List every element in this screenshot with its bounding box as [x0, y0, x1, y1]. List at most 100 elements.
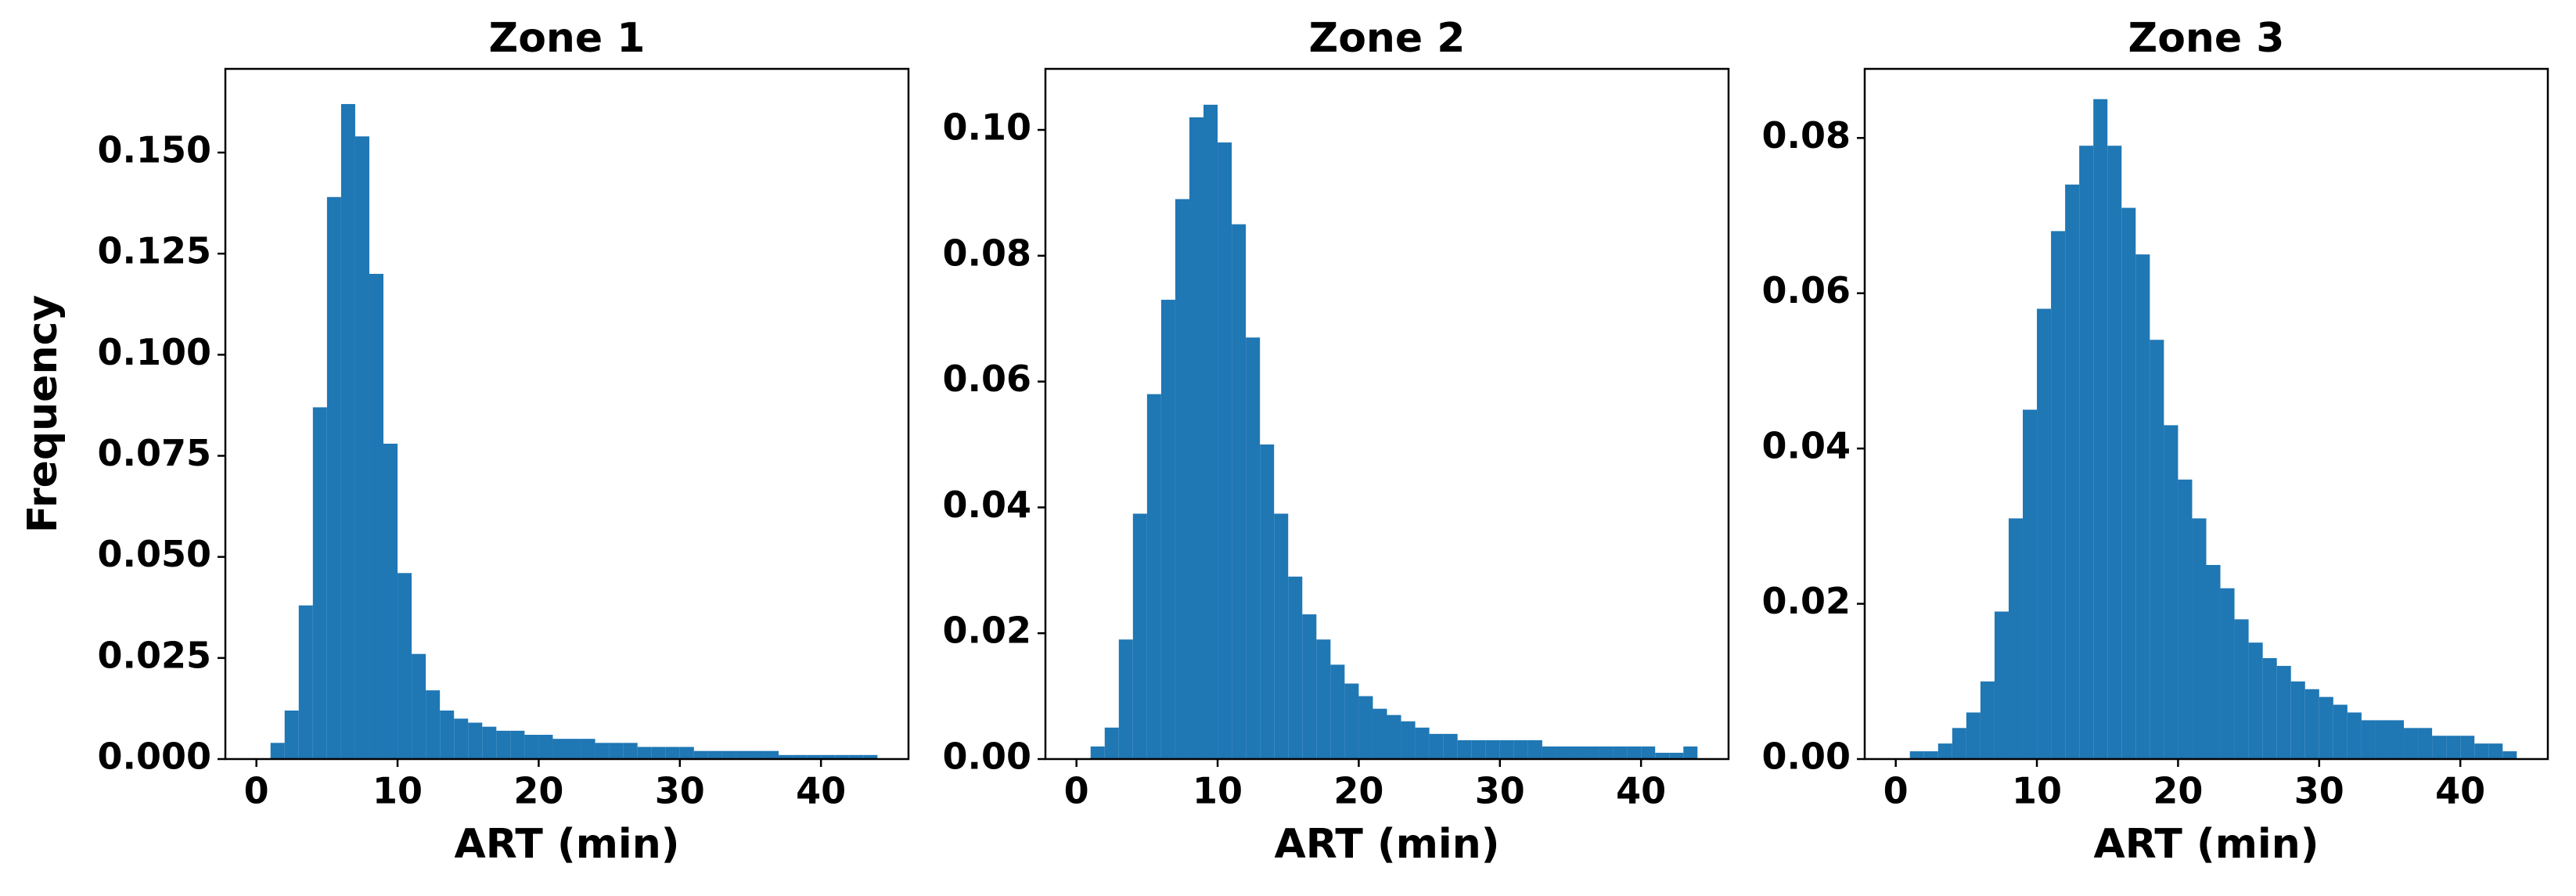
- bar: [2389, 720, 2405, 759]
- bar: [2164, 425, 2178, 759]
- bar: [2319, 696, 2333, 759]
- y-tick-label: 0.06: [1762, 269, 1851, 311]
- bar: [1288, 576, 1303, 759]
- y-tick-label: 0.08: [1762, 114, 1851, 157]
- bar: [1923, 751, 1938, 759]
- bar: [2220, 588, 2235, 759]
- x-tick-label: 10: [372, 770, 423, 812]
- bar: [2474, 743, 2489, 759]
- bar: [849, 754, 864, 759]
- bar: [2276, 665, 2291, 759]
- bar: [1994, 611, 2009, 759]
- bar: [1118, 639, 1133, 759]
- bar: [412, 653, 426, 759]
- y-tick-label: 0.00: [943, 736, 1032, 778]
- x-tick-label: 10: [2012, 770, 2062, 812]
- bar: [440, 710, 455, 759]
- bar: [1570, 746, 1585, 759]
- bar: [454, 718, 469, 759]
- bar: [2446, 736, 2461, 759]
- bar: [2065, 184, 2080, 759]
- bar: [1401, 721, 1416, 759]
- x-tick-label: 20: [1333, 770, 1383, 812]
- bar: [1655, 752, 1670, 759]
- bar: [2121, 207, 2136, 759]
- y-tick-label: 0.150: [97, 128, 211, 171]
- bar: [1232, 224, 1247, 759]
- bar: [524, 734, 539, 759]
- bar: [340, 103, 355, 760]
- bar: [1316, 639, 1331, 759]
- x-tick-label: 40: [796, 770, 846, 812]
- bar: [1499, 739, 1514, 759]
- x-tick-label: 0: [1064, 770, 1089, 812]
- bar: [2079, 146, 2094, 760]
- bar: [567, 739, 581, 759]
- bar: [1952, 728, 1966, 759]
- bar: [623, 743, 638, 759]
- bar: [482, 726, 497, 759]
- bar: [284, 710, 299, 759]
- x-tick-label: 20: [2153, 770, 2203, 812]
- bar: [1980, 681, 1995, 759]
- bar: [2248, 642, 2263, 759]
- bar: [1613, 746, 1628, 759]
- bar: [1937, 743, 1952, 759]
- bar: [863, 754, 878, 759]
- y-tick-label: 0.025: [97, 634, 211, 676]
- bar: [1218, 142, 1232, 759]
- x-tick-label: 30: [1475, 770, 1525, 812]
- bar: [1513, 739, 1528, 759]
- bar: [693, 750, 708, 759]
- y-tick-label: 0.02: [943, 610, 1032, 652]
- bar: [1415, 727, 1430, 759]
- bar: [354, 136, 369, 760]
- bar: [1358, 696, 1373, 759]
- bar: [779, 754, 793, 759]
- bar: [1246, 337, 1261, 759]
- bar: [2333, 704, 2348, 759]
- bar: [1966, 712, 1981, 759]
- bar: [1669, 752, 1684, 759]
- y-tick-label: 0.050: [97, 533, 211, 575]
- bar: [2404, 728, 2419, 759]
- bar: [2432, 736, 2447, 759]
- bar: [1104, 727, 1119, 759]
- y-tick-label: 0.10: [943, 106, 1032, 148]
- bar: [538, 734, 553, 759]
- bar: [1527, 739, 1542, 759]
- bar: [2347, 712, 2362, 759]
- bar: [609, 743, 624, 759]
- bar: [1330, 664, 1345, 759]
- bar: [1146, 394, 1161, 759]
- y-tick-label: 0.075: [97, 432, 211, 474]
- x-tick-label: 40: [2435, 770, 2485, 812]
- bar: [1471, 739, 1486, 759]
- bar: [552, 739, 567, 759]
- axes-frame: [1863, 67, 2549, 761]
- y-tick-label: 0.04: [943, 484, 1032, 526]
- bar: [1556, 746, 1570, 759]
- bar: [1344, 683, 1359, 759]
- bar: [1189, 117, 1204, 760]
- bar: [1160, 300, 1175, 759]
- bar: [2304, 689, 2319, 759]
- bar: [1373, 708, 1387, 759]
- y-axis-label: Frequency: [20, 295, 67, 533]
- bar: [270, 743, 285, 759]
- bar: [1443, 733, 1458, 759]
- bar: [2488, 743, 2503, 759]
- bar: [707, 750, 722, 759]
- y-tick-label: 0.00: [1762, 736, 1851, 778]
- bar: [298, 605, 313, 759]
- bar: [2008, 518, 2024, 759]
- x-tick-label: 0: [244, 770, 269, 812]
- bar: [665, 747, 680, 759]
- bar: [1260, 444, 1275, 759]
- bar: [2093, 99, 2108, 759]
- chart-title: Zone 1: [488, 15, 645, 62]
- bar: [326, 196, 341, 760]
- x-axis-label: ART (min): [454, 821, 679, 868]
- bar: [651, 747, 666, 759]
